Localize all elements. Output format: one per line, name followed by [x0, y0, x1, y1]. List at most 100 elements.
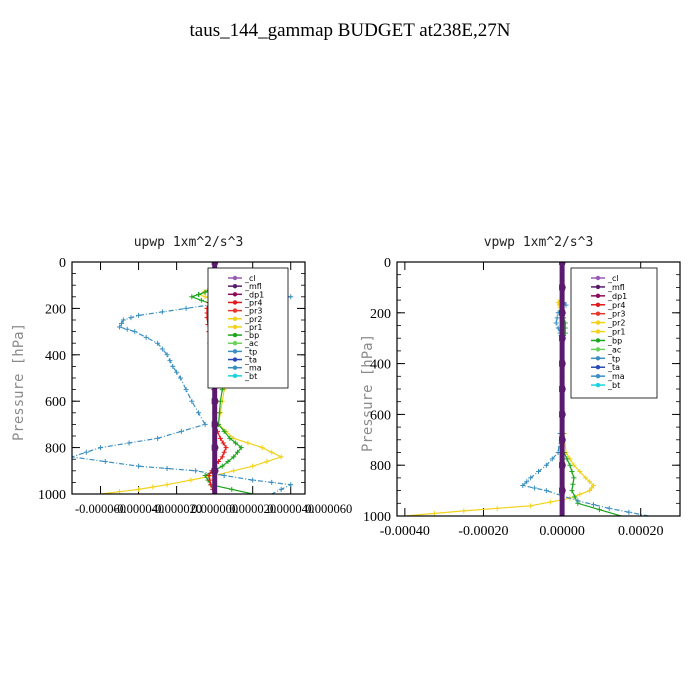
y-tick-label: 0 [59, 256, 66, 271]
series-marker-pr1 [591, 483, 597, 489]
x-tick-label: -0.000020 [151, 502, 202, 516]
series-marker-pr1 [269, 449, 275, 455]
x-tick-label: -0.00040 [380, 524, 430, 539]
series-marker-pr1 [136, 486, 142, 492]
legend-marker [595, 311, 601, 316]
series-marker-bp [227, 435, 233, 441]
series-marker-tp [83, 449, 89, 455]
series-marker-tp [159, 309, 165, 315]
series-marker-tp [98, 445, 104, 451]
legend-label: _pr1 [607, 328, 625, 337]
series-marker-tp [183, 387, 189, 393]
legend-marker [232, 275, 238, 281]
series-marker-mfl [559, 462, 566, 469]
series-marker-pr1 [117, 489, 123, 494]
series-marker-pr4 [206, 472, 212, 478]
series-marker-bp [198, 297, 204, 303]
series-marker-tp [178, 428, 184, 434]
series-marker-bp [569, 469, 575, 475]
series-marker-bp [225, 459, 231, 465]
y-tick-label: 600 [45, 395, 66, 410]
legend-label: _bp [244, 331, 259, 340]
legend-marker [595, 293, 601, 299]
legend-marker [595, 382, 601, 388]
series-marker-bp [221, 428, 227, 434]
series-marker-mfl [211, 421, 218, 428]
legend-marker [232, 332, 238, 338]
series-marker-tp [553, 320, 559, 326]
series-marker-pr1 [431, 510, 437, 516]
legend-marker [232, 324, 238, 330]
legend-marker [232, 373, 238, 379]
series-marker-bp [238, 445, 244, 451]
y-tick-label: 0 [384, 256, 391, 271]
legend-marker [232, 365, 238, 370]
legend-label: _mfl [244, 282, 262, 291]
series-marker-tp [520, 483, 526, 489]
series-marker-tp [164, 465, 170, 471]
legend-label: _pr4 [607, 301, 625, 310]
series-marker-bp [217, 398, 223, 404]
series-marker-tp [155, 340, 161, 346]
legend-marker [595, 329, 601, 334]
series-marker-pr1 [577, 469, 583, 475]
series-marker-pr1 [188, 477, 194, 483]
series-marker-bp [234, 449, 240, 455]
series-marker-pr4 [220, 440, 226, 446]
series-marker-tp [543, 462, 549, 468]
legend-label: _pr3 [244, 307, 262, 316]
legend-box [570, 267, 658, 399]
plot-frame [396, 261, 681, 517]
series-marker-tp [195, 410, 201, 416]
series-marker-tp [132, 329, 138, 335]
x-tick-label: -0.000060 [75, 502, 126, 516]
series-marker-tp [118, 320, 124, 326]
y-tick-label: 200 [45, 302, 66, 317]
series-marker-pr4 [207, 477, 213, 483]
series-marker-tp [278, 486, 284, 492]
series-marker-tp [72, 454, 75, 460]
series-marker-tp [202, 421, 208, 427]
series-marker-mfl [211, 398, 218, 405]
series-marker-tp [193, 468, 199, 474]
series-marker-bp [219, 463, 225, 469]
plot-area [404, 262, 649, 516]
legend-label: _bt [607, 381, 620, 390]
legend-label: _ac [607, 345, 621, 354]
series-marker-tp [102, 459, 108, 465]
series-marker-tp [528, 475, 534, 481]
series-marker-tp [532, 485, 538, 491]
series-marker-bp [596, 507, 602, 513]
series-marker-tp [136, 463, 142, 469]
y-tick-label: 1000 [38, 488, 66, 503]
chart-panel-2: vpwp 1xm^2/s^3 Pressure [hPa] 0 200 400 600 80… [360, 235, 681, 539]
series-marker-pr1 [245, 440, 251, 446]
legend-label: _pr3 [607, 310, 625, 319]
series-marker-tp [543, 488, 549, 494]
legend-label: _ta [607, 363, 620, 372]
x-tick-label: 0.000020 [229, 502, 276, 516]
series-marker-bp [189, 294, 195, 300]
series-marker-bp [195, 291, 201, 297]
series-marker-pr1 [231, 468, 237, 474]
series-marker-pr1 [164, 482, 170, 488]
series-marker-pr1 [494, 505, 500, 511]
series-marker-tp [183, 305, 189, 311]
series-marker-mfl [211, 262, 218, 265]
series-marker-bp [567, 462, 573, 468]
series-marker-pr1 [250, 463, 256, 469]
legend-label: _bp [607, 336, 622, 345]
legend-box [207, 267, 289, 389]
series-marker-pr4 [221, 449, 227, 455]
legend-label: _pr4 [244, 298, 262, 307]
series-marker-tp [189, 398, 195, 404]
legend-marker [595, 284, 601, 290]
legend: _cl_mfl_dp1_pr4_pr3_pr2_pr1_bp_ac_tp_ta_… [570, 267, 658, 399]
series-marker-pr4 [219, 454, 225, 460]
legend-marker [595, 275, 601, 281]
series-marker-tp [606, 505, 612, 511]
x-tick-label: 0.000000 [191, 502, 238, 516]
series-marker-pr1 [278, 454, 284, 460]
page-title: taus_144_gammap BUDGET at238E,27N [189, 20, 511, 41]
legend-marker [595, 365, 601, 370]
